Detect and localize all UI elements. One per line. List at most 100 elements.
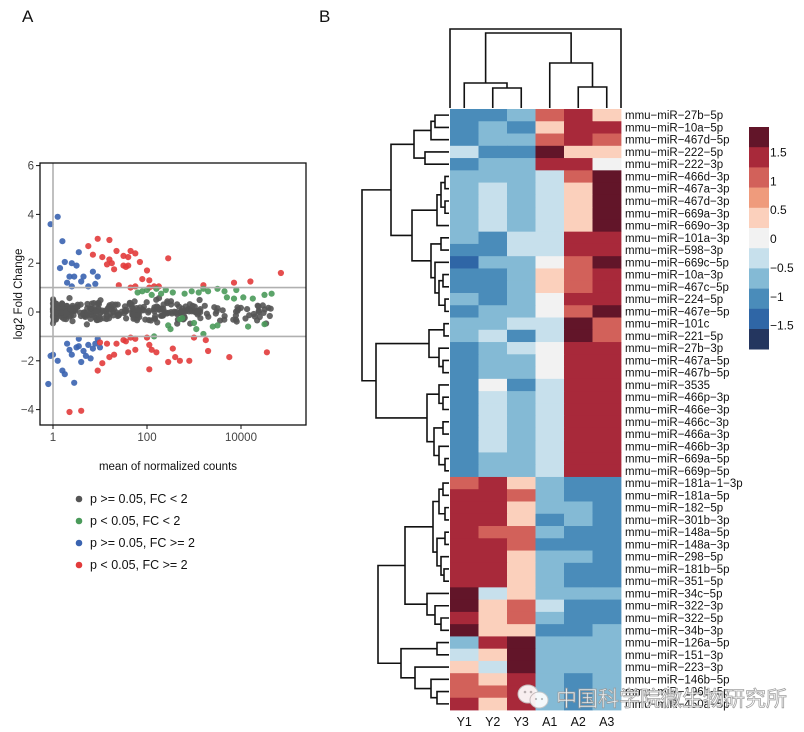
- panel-a-label: A: [22, 7, 34, 26]
- heatmap-cell: [535, 145, 565, 159]
- heatmap-cell: [507, 268, 536, 282]
- heatmap-cell: [535, 562, 565, 576]
- dendrogram-branch: [442, 420, 449, 435]
- heatmap-cell: [592, 292, 622, 306]
- dendrogram-branch: [424, 151, 449, 165]
- data-point: [106, 236, 113, 244]
- heatmap-cell: [507, 243, 536, 257]
- column-label: Y2: [485, 715, 500, 729]
- heatmap-cell: [478, 697, 508, 711]
- heatmap-cell: [450, 133, 479, 147]
- color-key-label: −1: [770, 290, 784, 304]
- heatmap-cell: [535, 305, 565, 318]
- data-point: [209, 323, 216, 330]
- heatmap-cell: [450, 366, 479, 380]
- data-point: [87, 315, 94, 322]
- dendrogram-branch: [404, 525, 433, 606]
- data-point: [205, 347, 212, 355]
- row-label: mmu−miR−301b−3p: [625, 515, 730, 527]
- row-label: mmu−miR−181a−1−3p: [625, 478, 743, 490]
- data-point: [123, 315, 130, 322]
- heatmap-cell: [564, 329, 593, 343]
- data-point: [145, 309, 152, 316]
- heatmap-cell: [535, 452, 565, 466]
- data-point: [146, 366, 153, 373]
- data-point: [205, 288, 212, 295]
- heatmap-row: [450, 133, 622, 147]
- row-label: mmu−miR−34c−5p: [625, 589, 722, 601]
- color-key-swatch: [749, 147, 769, 168]
- dendrogram-branch: [444, 298, 449, 313]
- data-point: [56, 265, 64, 272]
- heatmap-cell: [450, 231, 479, 245]
- data-point: [71, 273, 78, 280]
- heatmap-cell: [592, 489, 622, 502]
- heatmap-cell: [450, 660, 479, 674]
- heatmap-cell: [507, 575, 536, 588]
- heatmap-cell: [592, 280, 622, 294]
- data-point: [78, 358, 85, 366]
- y-tick-label: −4: [21, 405, 35, 417]
- heatmap-cell: [564, 489, 593, 502]
- heatmap-cell: [535, 648, 565, 662]
- heatmap-cell: [450, 305, 479, 318]
- dendrogram-branch: [375, 342, 429, 419]
- dendrogram-branch: [434, 261, 449, 294]
- heatmap-cell: [450, 476, 479, 490]
- data-point: [143, 334, 151, 341]
- data-point: [230, 316, 237, 323]
- column-label: A2: [571, 715, 586, 729]
- heatmap-row: [450, 550, 622, 564]
- heatmap-cell: [535, 329, 565, 343]
- heatmap-cell: [450, 170, 479, 183]
- data-point: [148, 291, 155, 298]
- heatmap-cell: [535, 550, 565, 564]
- row-label: mmu−miR−466e−3p: [625, 405, 730, 417]
- heatmap-cell: [450, 317, 479, 331]
- heatmap-cell: [592, 452, 622, 466]
- data-point: [223, 294, 230, 301]
- heatmap-cell: [450, 109, 479, 122]
- row-label: mmu−miR−10a−5p: [625, 122, 723, 134]
- heatmap-cell: [535, 526, 565, 539]
- heatmap-cell: [450, 673, 479, 686]
- dendrogram-branch: [440, 555, 449, 576]
- color-key-label: 1: [770, 174, 777, 188]
- heatmap-row: [450, 170, 622, 183]
- heatmap-cell: [564, 366, 593, 380]
- data-point: [143, 286, 151, 294]
- heatmap-cell: [592, 513, 622, 527]
- heatmap-cell: [507, 292, 536, 306]
- heatmap-row: [450, 280, 622, 294]
- heatmap-cell: [592, 440, 622, 453]
- color-key-swatch: [749, 288, 769, 310]
- heatmap-cell: [450, 526, 479, 539]
- color-key-swatch: [749, 127, 769, 148]
- heatmap-cell: [535, 427, 565, 441]
- row-label: mmu−miR−467a−5p: [625, 355, 730, 367]
- heatmap-cell: [564, 685, 593, 699]
- row-label: mmu−miR−126a−5p: [625, 638, 730, 650]
- data-point: [85, 341, 92, 348]
- heatmap-row: [450, 599, 622, 613]
- color-key-label: 0: [770, 232, 777, 246]
- y-tick-label: −2: [21, 356, 34, 368]
- heatmap-cell: [564, 415, 593, 429]
- heatmap-cell: [478, 280, 508, 294]
- heatmap-cell: [535, 660, 565, 674]
- heatmap-cell: [450, 587, 479, 601]
- x-tick-label: 1: [50, 432, 56, 444]
- heatmap-cell: [564, 660, 593, 674]
- data-point: [95, 299, 102, 306]
- row-label: mmu−miR−101a−3p: [625, 233, 730, 245]
- heatmap-cell: [507, 145, 536, 159]
- heatmap-cell: [478, 673, 508, 686]
- data-point: [162, 286, 169, 294]
- dendrogram-branch: [438, 384, 449, 405]
- data-point: [250, 310, 257, 318]
- color-key-label: −0.5: [770, 261, 794, 275]
- data-point: [84, 305, 91, 312]
- column-label: Y1: [457, 715, 472, 729]
- heatmap-cell: [478, 268, 508, 282]
- heatmap-cell: [478, 366, 508, 380]
